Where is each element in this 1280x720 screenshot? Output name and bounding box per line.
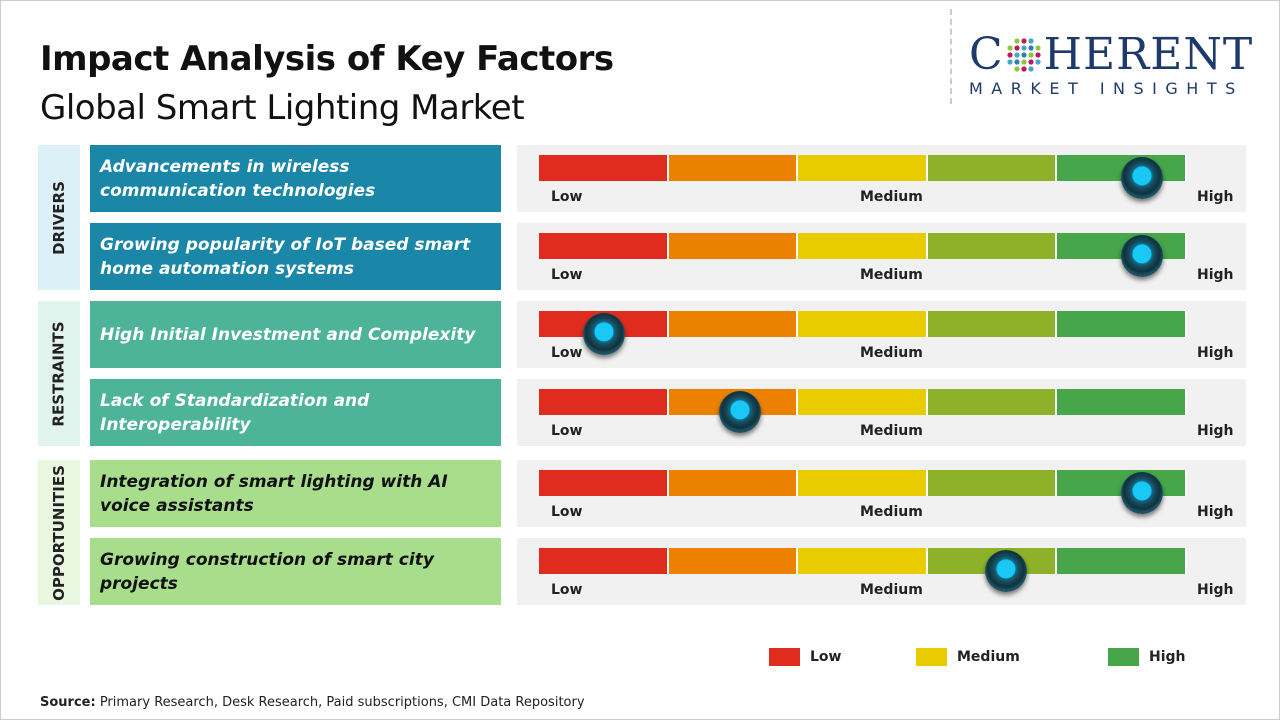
gauge-segment bbox=[539, 470, 669, 496]
gauge-segment bbox=[927, 389, 1058, 415]
gauge-segment bbox=[798, 155, 928, 181]
gauge-segment bbox=[927, 311, 1058, 337]
impact-marker bbox=[1120, 157, 1163, 199]
gauge-bar bbox=[539, 233, 1187, 277]
legend-swatch bbox=[769, 648, 800, 666]
impact-marker bbox=[984, 550, 1027, 592]
impact-marker bbox=[582, 313, 625, 355]
gauge-segment bbox=[1057, 311, 1187, 337]
gauge-bar bbox=[539, 389, 1187, 433]
globe-icon bbox=[1007, 38, 1041, 72]
factor-label: Lack of Standardization and Interoperabi… bbox=[90, 379, 501, 446]
factor-label: Advancements in wireless communication t… bbox=[90, 145, 501, 212]
scale-label: Medium bbox=[860, 189, 923, 205]
logo-text: HERENT bbox=[1043, 29, 1254, 80]
scale-label: High bbox=[1197, 423, 1234, 439]
scale-label: Medium bbox=[860, 582, 923, 598]
legend-label: Medium bbox=[957, 649, 1020, 665]
gauge-bar bbox=[539, 311, 1187, 355]
divider bbox=[950, 9, 952, 104]
scale-label: High bbox=[1197, 267, 1234, 283]
legend-label: Low bbox=[810, 649, 842, 665]
scale-label: High bbox=[1197, 345, 1234, 361]
gauge-segment bbox=[798, 311, 928, 337]
gauge-segment bbox=[1057, 548, 1187, 574]
impact-marker bbox=[1120, 472, 1163, 514]
scale-label: Low bbox=[551, 504, 583, 520]
factor-label: Growing popularity of IoT based smart ho… bbox=[90, 223, 501, 290]
gauge-segment bbox=[539, 233, 669, 259]
gauge-segment bbox=[539, 389, 669, 415]
scale-label: Low bbox=[551, 267, 583, 283]
gauge-segment bbox=[668, 470, 799, 496]
gauge-bar bbox=[539, 548, 1187, 592]
legend-item-medium: Medium bbox=[916, 648, 1020, 666]
group-name: OPPORTUNITIES bbox=[50, 464, 68, 601]
page-title: Impact Analysis of Key Factors bbox=[40, 39, 614, 79]
factor-label: Integration of smart lighting with AI vo… bbox=[90, 460, 501, 527]
scale-label: Medium bbox=[860, 504, 923, 520]
factor-label: High Initial Investment and Complexity bbox=[90, 301, 501, 368]
legend-item-high: High bbox=[1108, 648, 1186, 666]
impact-marker bbox=[1120, 235, 1163, 277]
company-logo: C HERENT MARKET INSIGHTS bbox=[969, 29, 1264, 99]
scale-label: High bbox=[1197, 504, 1234, 520]
scale-label: Medium bbox=[860, 345, 923, 361]
scale-label: Low bbox=[551, 189, 583, 205]
group-label-drivers: DRIVERS bbox=[38, 145, 80, 290]
impact-gauge: Low Medium High bbox=[517, 145, 1246, 212]
impact-gauge: Low Medium High bbox=[517, 460, 1246, 527]
impact-gauge: Low Medium High bbox=[517, 379, 1246, 446]
group-name: RESTRAINTS bbox=[50, 320, 69, 427]
gauge-segment bbox=[1057, 389, 1187, 415]
group-label-opportunities: OPPORTUNITIES bbox=[38, 460, 80, 605]
scale-label: Medium bbox=[860, 423, 923, 439]
impact-gauge: Low Medium High bbox=[517, 301, 1246, 368]
gauge-segment bbox=[798, 389, 928, 415]
page-subtitle: Global Smart Lighting Market bbox=[40, 88, 525, 128]
scale-label: Low bbox=[551, 345, 583, 361]
source-text: Primary Research, Desk Research, Paid su… bbox=[95, 695, 585, 710]
scale-label: Low bbox=[551, 582, 583, 598]
group-name: DRIVERS bbox=[50, 180, 69, 255]
legend-swatch bbox=[1108, 648, 1139, 666]
source-label: Source: bbox=[40, 695, 96, 710]
impact-gauge: Low Medium High bbox=[517, 538, 1246, 605]
gauge-segment bbox=[668, 233, 799, 259]
gauge-segment bbox=[927, 470, 1058, 496]
legend-label: High bbox=[1149, 649, 1186, 665]
gauge-segment bbox=[798, 548, 928, 574]
legend-swatch bbox=[916, 648, 947, 666]
scale-label: Medium bbox=[860, 267, 923, 283]
gauge-segment bbox=[668, 311, 799, 337]
impact-marker bbox=[718, 391, 761, 433]
logo-text: C bbox=[969, 29, 1004, 80]
scale-label: High bbox=[1197, 189, 1234, 205]
source-note: Source: Primary Research, Desk Research,… bbox=[40, 695, 585, 710]
gauge-segment bbox=[927, 155, 1058, 181]
logo-subtext: MARKET INSIGHTS bbox=[969, 79, 1244, 98]
gauge-segment bbox=[668, 548, 799, 574]
gauge-bar bbox=[539, 155, 1187, 199]
gauge-segment bbox=[798, 233, 928, 259]
factor-label: Growing construction of smart city proje… bbox=[90, 538, 501, 605]
gauge-segment bbox=[668, 155, 799, 181]
gauge-segment bbox=[927, 233, 1058, 259]
scale-label: Low bbox=[551, 423, 583, 439]
gauge-segment bbox=[798, 470, 928, 496]
scale-label: High bbox=[1197, 582, 1234, 598]
legend-item-low: Low bbox=[769, 648, 841, 666]
group-label-restraints: RESTRAINTS bbox=[38, 301, 80, 446]
gauge-segment bbox=[539, 155, 669, 181]
gauge-segment bbox=[539, 548, 669, 574]
gauge-bar bbox=[539, 470, 1187, 514]
impact-gauge: Low Medium High bbox=[517, 223, 1246, 290]
